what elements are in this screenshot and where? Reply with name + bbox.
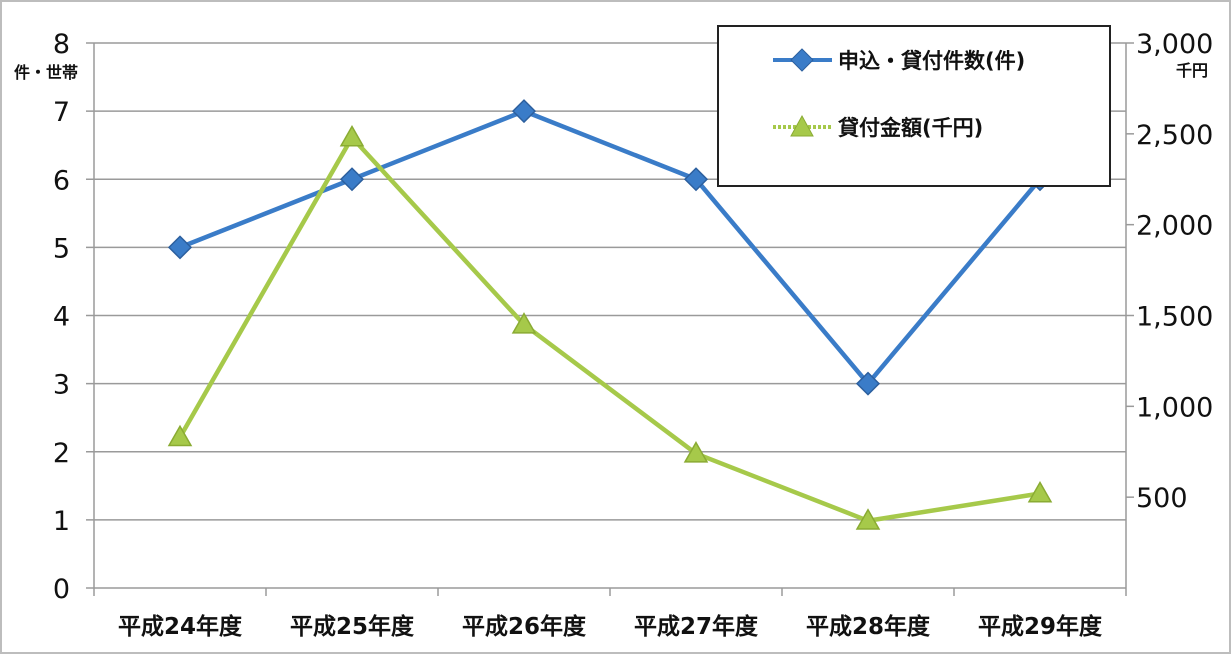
y-left-tick-label: 4 (53, 302, 70, 333)
x-tick-label: 平成24年度 (118, 613, 243, 640)
x-tick-label: 平成29年度 (978, 613, 1103, 640)
series-line-loan-amount (178, 135, 1041, 524)
y-left-tick-label: 3 (53, 370, 70, 401)
y-right-tick-label: 1,500 (1136, 302, 1213, 333)
legend-diamond-icon (790, 48, 814, 72)
data-point-diamond (511, 99, 537, 124)
data-point-diamond (167, 235, 193, 260)
x-tick-label: 平成26年度 (462, 613, 587, 640)
y-right-tick-label: 500 (1136, 483, 1188, 514)
data-point-diamond (683, 167, 709, 192)
data-point-diamond (339, 167, 365, 192)
legend-item-series-1: 申込・貸付件数(件) (773, 48, 1025, 73)
x-tick-label: 平成28年度 (806, 613, 931, 640)
y-left-tick-label: 2 (53, 438, 70, 469)
legend-label-series-2: 貸付金額(千円) (837, 116, 983, 140)
y-left-tick-label: 0 (53, 574, 70, 605)
legend-triangle-icon (790, 114, 814, 137)
y-right-tick-label: 2,000 (1136, 211, 1213, 242)
data-point-triangle (339, 124, 365, 147)
legend: 申込・貸付件数(件) 貸付金額(千円) (717, 25, 1111, 187)
data-point-diamond (855, 371, 881, 396)
x-tick-label: 平成25年度 (290, 613, 415, 640)
y-right-tick-label: 2,500 (1136, 120, 1213, 151)
y-right-tick-label: 3,000 (1136, 29, 1213, 60)
data-point-triangle (683, 441, 709, 463)
y-right-tick-label: 1,000 (1136, 392, 1213, 423)
data-point-triangle (511, 312, 537, 334)
data-point-triangle (855, 508, 881, 530)
legend-box (717, 25, 1111, 187)
data-point-triangle (1027, 481, 1053, 503)
axes (86, 42, 1134, 596)
data-point-triangle (167, 424, 193, 447)
y-left-tick-label: 8 (53, 29, 70, 60)
y-left-tick-label: 5 (53, 233, 70, 264)
y-right-unit-label: 千円 (1176, 61, 1208, 80)
legend-label-series-1: 申込・貸付件数(件) (838, 49, 1025, 73)
y-left-tick-label: 7 (53, 97, 70, 128)
x-tick-label: 平成27年度 (634, 613, 759, 640)
y-left-tick-label: 6 (53, 165, 70, 196)
legend-item-series-2: 貸付金額(千円) (773, 114, 983, 140)
tick-labels: 0 1 2 3 4 5 6 7 8 500 1,000 1,500 2,000 2,500 3,000 平成2… (53, 29, 1213, 640)
y-left-unit-label: 件・世帯 (14, 63, 78, 82)
y-left-tick-label: 1 (53, 506, 70, 537)
